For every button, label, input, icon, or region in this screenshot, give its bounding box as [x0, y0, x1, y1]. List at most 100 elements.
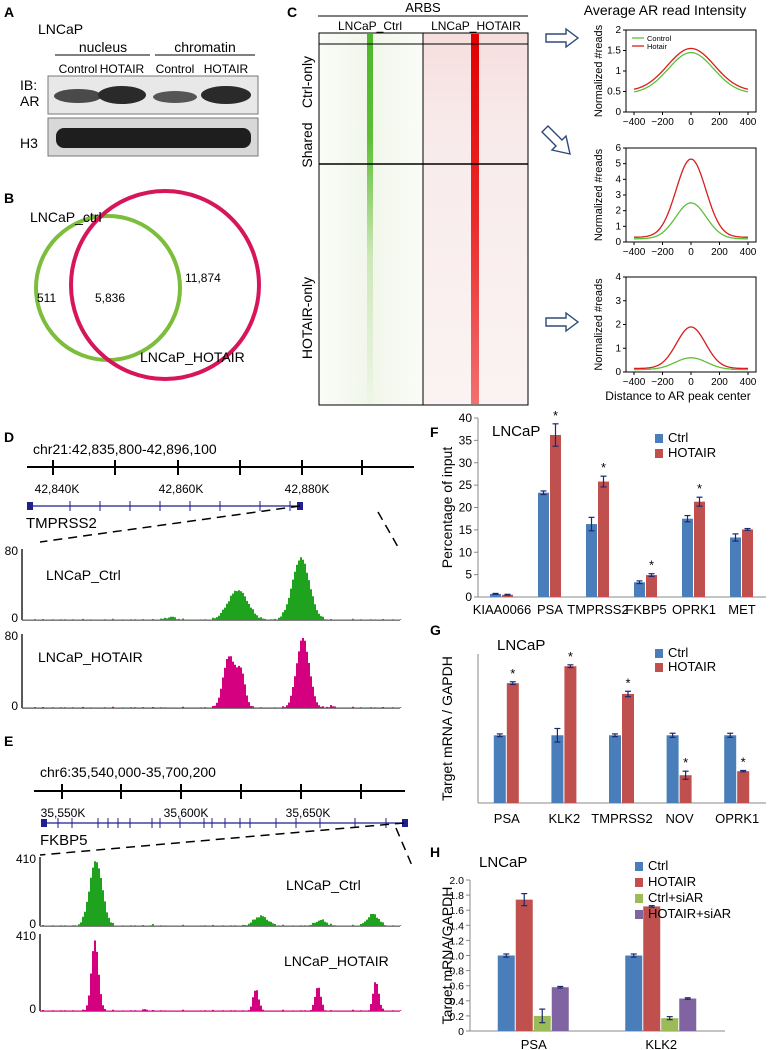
bar-hotair [643, 906, 661, 1031]
y-tick-label: 1.6 [449, 905, 464, 917]
y-tick-label: 25 [459, 478, 473, 492]
panel-h: H 0 0.2 0.4 0.6 0.8 1.0 1.2 1.4 1.6 1.8 2.0Target … [430, 844, 731, 1050]
legend-label: HOTAIR [668, 445, 716, 460]
y-tick-label: 1.2 [449, 935, 464, 947]
row-label-shared: Shared [299, 122, 315, 167]
panel-c: C ARBS LNCaP_Ctrl LNCaP_HOTAIR Ctrl-only… [287, 0, 757, 406]
lane-label: Control [59, 62, 98, 76]
x-tick-label: 400 [740, 247, 757, 258]
y-tick-label: 1.4 [449, 920, 464, 932]
x-category-label: KLK2 [645, 1037, 677, 1050]
y-tick-label: 3 [615, 190, 621, 201]
profile-ylabel: Normalized #reads [593, 278, 605, 371]
gene-model-exon [41, 819, 47, 827]
group-chromatin-label: chromatin [174, 39, 235, 55]
arrow-icon [545, 27, 580, 49]
heatmap-col-ctrl-label: LNCaP_Ctrl [338, 19, 402, 33]
panel-f: F 0 5 10 15 20 25 30 35 40 Percentage of input LNC… [430, 408, 766, 617]
x-tick-label: 200 [711, 117, 728, 128]
bar-chart-f: 0 5 10 15 20 25 30 35 40 Percentage of input LNCaP… [439, 408, 766, 617]
y-tick-label: 35 [459, 433, 473, 447]
blot-band [201, 86, 251, 104]
bar-hotair [598, 481, 609, 597]
legend-label: HOTAIR [668, 659, 716, 674]
panel-letter-b: B [4, 190, 14, 206]
track-min-label: 0 [29, 1002, 36, 1016]
bar-ctrl-siar [661, 1018, 679, 1031]
x-tick-label: 400 [740, 377, 757, 388]
row-label-ctrl-only: Ctrl-only [299, 56, 315, 108]
legend-label: Ctrl+siAR [648, 890, 703, 905]
y-tick-label: 4 [615, 174, 621, 185]
venn-overlap-count: 5,836 [95, 291, 125, 305]
profile-xlabel: Distance to AR peak center [605, 389, 750, 403]
bar-hotair [679, 775, 692, 803]
y-tick-label: 40 [459, 411, 473, 425]
legend-swatch [635, 910, 643, 919]
x-category-label: OPRK1 [715, 811, 759, 826]
legend-label: Ctrl [668, 645, 688, 660]
panel-letter-d: D [4, 429, 14, 445]
cell-line-label: LNCaP [38, 21, 83, 37]
gene-model-exon [27, 502, 33, 510]
panel-letter-a: A [4, 4, 14, 20]
panel-g: G Target mRNA / GAPDH LNCaP * PSA * KLK2 * TMPR… [430, 622, 766, 826]
y-tick-label: 0.6 [449, 981, 464, 993]
genome-coords: chr6:35,540,000-35,700,200 [40, 764, 216, 780]
significance-star: * [683, 755, 688, 770]
legend-label: Hotair [647, 42, 668, 51]
bar-hotair [506, 683, 519, 803]
panel-letter-h: H [430, 844, 440, 860]
track-max-label: 410 [16, 929, 36, 943]
legend-swatch [655, 434, 663, 443]
y-axis-label: Target mRNA/GAPDH [439, 887, 455, 1025]
x-tick-label: 0 [688, 117, 694, 128]
bar-hotair [515, 899, 533, 1031]
y-tick-label: 1.0 [449, 951, 464, 963]
legend-label: HOTAIR+siAR [648, 906, 731, 921]
x-tick-label: −400 [623, 377, 646, 388]
profile-line-control [634, 357, 748, 371]
bar-ctrl [634, 582, 645, 597]
lane-label: Control [156, 62, 195, 76]
y-axis-label: Target mRNA / GAPDH [439, 656, 455, 801]
x-category-label: TMPRSS2 [591, 811, 652, 826]
ruler-tick-label: 35,650K [286, 806, 331, 820]
x-tick-label: −200 [651, 247, 674, 258]
bar-hotair [550, 435, 561, 597]
bar-ctrl [666, 735, 679, 803]
signal-peaks [22, 638, 402, 708]
profile-line-hotair [634, 326, 748, 370]
legend-swatch [635, 862, 643, 871]
heatmap-ctrl-signal [367, 34, 373, 404]
y-tick-label: 6 [615, 143, 621, 154]
x-tick-label: −400 [623, 117, 646, 128]
profile-ylabel: Normalized #reads [593, 24, 605, 117]
panel-a: A LNCaP nucleus chromatin Control HOTAIR… [4, 4, 259, 157]
profile-frame [625, 29, 757, 113]
x-category-label: FKBP5 [625, 602, 666, 617]
panel-letter-f: F [430, 424, 439, 440]
track-max-label: 80 [5, 544, 19, 558]
y-tick-label: 0 [465, 590, 472, 604]
track-max-label: 80 [5, 629, 19, 643]
zoom-line [395, 827, 414, 869]
bar-hotair [737, 771, 750, 803]
y-tick-label: 1.8 [449, 890, 464, 902]
panel-e: E chr6:35,540,000-35,700,200 35,550K 35,6… [4, 733, 414, 1016]
x-tick-label: 400 [740, 117, 757, 128]
legend-label: Control [647, 34, 672, 43]
track-name: LNCaP_HOTAIR [38, 649, 143, 665]
panel-letter-e: E [4, 733, 13, 749]
gene-name: FKBP5 [40, 832, 88, 849]
chart-title: LNCaP [497, 637, 545, 654]
bar-ctrl [538, 492, 549, 597]
zoom-line [377, 511, 399, 548]
significance-star: * [553, 408, 558, 423]
x-category-label: KLK2 [548, 811, 580, 826]
genome-track-d: 42,840K 42,860K 42,880K TMPRSS2 80 0 LNCaP_Ctr… [5, 460, 414, 713]
ruler-tick-label: 42,840K [35, 482, 80, 496]
panel-d: D chr21:42,835,800-42,896,100 42,840K 42,… [4, 429, 414, 713]
bar-ctrl [586, 524, 597, 597]
